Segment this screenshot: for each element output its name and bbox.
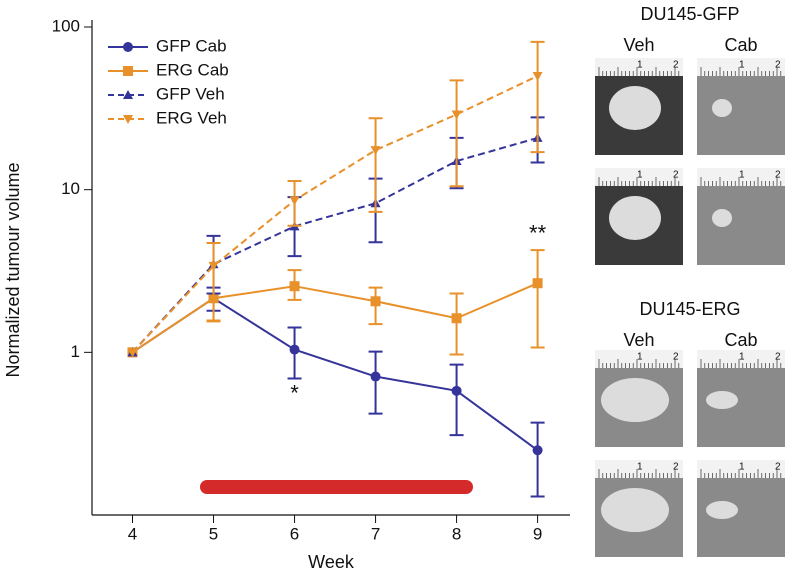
ruler-label: 1: [637, 170, 643, 181]
ruler-label: 2: [775, 170, 781, 181]
ruler: [697, 460, 785, 478]
x-axis-label: Week: [308, 552, 355, 572]
tumour: [609, 196, 661, 240]
marker: [532, 278, 543, 289]
panel-title: DU145-ERG: [639, 299, 740, 319]
column-label: Cab: [724, 330, 757, 350]
ruler: [595, 460, 683, 478]
ruler: [595, 58, 683, 76]
x-tick-label: 6: [290, 524, 299, 543]
photo-panels: DU145-GFP Veh Cab 1 2 1 2 1 2 1 2 DU145-ERG Veh Cab 1 2…: [595, 4, 785, 557]
marker: [370, 371, 381, 382]
marker: [451, 110, 462, 120]
marker: [370, 146, 381, 156]
legend-label: ERG Veh: [156, 108, 227, 127]
tumour: [706, 501, 738, 519]
marker: [289, 344, 300, 355]
marker: [370, 296, 381, 307]
legend-label: GFP Cab: [156, 36, 227, 55]
column-label: Cab: [724, 35, 757, 55]
marker: [127, 348, 138, 358]
marker: [532, 71, 543, 81]
error-bar: [449, 79, 464, 188]
error-bar: [530, 40, 545, 154]
legend-label: ERG Cab: [156, 60, 229, 79]
annotation: **: [529, 220, 547, 245]
ruler-label: 1: [739, 170, 745, 181]
ruler-label: 1: [739, 352, 745, 363]
tumour: [712, 209, 732, 227]
ruler: [697, 168, 785, 186]
tumour: [601, 488, 669, 532]
marker: [208, 261, 219, 271]
ruler-label: 1: [637, 60, 643, 71]
ruler: [697, 350, 785, 368]
marker: [123, 42, 133, 52]
x-tick-label: 5: [209, 524, 218, 543]
marker: [123, 66, 133, 76]
tumour: [609, 86, 661, 130]
annotation: *: [290, 380, 299, 405]
tumour: [712, 99, 732, 117]
ruler-label: 2: [775, 60, 781, 71]
ruler-label: 2: [673, 462, 679, 473]
error-bar: [449, 363, 464, 437]
y-axis-label: Normalized tumour volume: [3, 162, 23, 377]
x-tick-label: 7: [371, 524, 380, 543]
x-tick-label: 9: [533, 524, 542, 543]
marker: [123, 115, 133, 124]
error-bar: [368, 350, 383, 415]
ruler-label: 2: [775, 352, 781, 363]
ruler-label: 2: [673, 352, 679, 363]
legend-label: GFP Veh: [156, 84, 225, 103]
error-bar: [368, 117, 383, 213]
ruler-label: 1: [637, 352, 643, 363]
series-line: [131, 136, 538, 354]
marker: [451, 313, 462, 324]
ruler-label: 1: [739, 462, 745, 473]
marker: [532, 445, 543, 456]
panel-title: DU145-GFP: [640, 4, 739, 24]
ruler-label: 2: [673, 170, 679, 181]
error-bar: [206, 242, 221, 323]
error-bar: [449, 292, 464, 356]
y-tick-label: 10: [61, 179, 80, 198]
x-tick-label: 4: [128, 524, 137, 543]
column-label: Veh: [623, 330, 654, 350]
y-tick-label: 100: [52, 16, 80, 35]
ruler-label: 2: [775, 462, 781, 473]
ruler-label: 1: [637, 462, 643, 473]
marker: [289, 281, 300, 292]
series-line: [131, 297, 539, 452]
y-tick-label: 1: [71, 342, 80, 361]
marker: [289, 196, 300, 206]
tumour: [706, 391, 738, 409]
column-label: Veh: [623, 35, 654, 55]
ruler: [595, 350, 683, 368]
marker: [123, 90, 133, 99]
x-tick-label: 8: [452, 524, 461, 543]
tumour: [601, 378, 669, 422]
series-line: [131, 75, 539, 354]
marker: [451, 385, 462, 396]
series-line: [131, 282, 538, 354]
ruler-label: 2: [673, 60, 679, 71]
ruler: [697, 58, 785, 76]
error-bar: [530, 249, 545, 349]
ruler-label: 1: [739, 60, 745, 71]
ruler: [595, 168, 683, 186]
error-bar: [530, 421, 545, 498]
